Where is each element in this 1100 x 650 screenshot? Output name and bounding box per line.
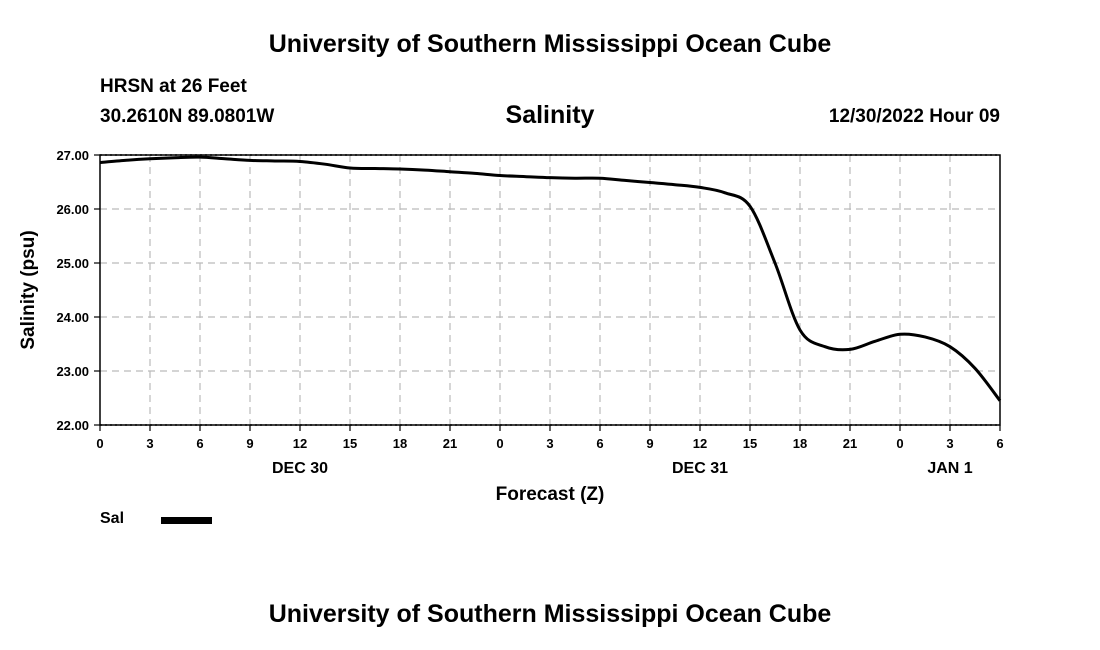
- series-line-sal: [99, 155, 1002, 402]
- y-tick-label: 26.00: [56, 202, 89, 217]
- x-tick-label: 21: [443, 436, 457, 451]
- x-tick-label: 9: [246, 436, 253, 451]
- x-tick-label: 12: [693, 436, 707, 451]
- y-tick-label: 23.00: [56, 364, 89, 379]
- x-tick-label: 3: [146, 436, 153, 451]
- series-layer: [99, 155, 1002, 402]
- page-title: University of Southern Mississippi Ocean…: [268, 30, 832, 58]
- day-label: DEC 30: [272, 460, 328, 477]
- footer-title: University of Southern Mississippi Ocean…: [268, 600, 832, 628]
- x-tick-label: 0: [96, 436, 103, 451]
- x-tick-label: 0: [496, 436, 503, 451]
- x-tick-label: 18: [393, 436, 407, 451]
- chart-title: Salinity: [505, 101, 595, 129]
- day-label: DEC 31: [672, 460, 728, 477]
- x-tick-label: 15: [743, 436, 757, 451]
- x-tick-label: 3: [546, 436, 553, 451]
- x-tick-label: 15: [343, 436, 357, 451]
- x-tick-label: 9: [646, 436, 653, 451]
- legend-swatch: [161, 517, 212, 524]
- x-tick-label: 0: [896, 436, 903, 451]
- x-tick-label: 6: [996, 436, 1003, 451]
- forecast-datetime: 12/30/2022 Hour 09: [828, 106, 1000, 127]
- x-tick-label: 18: [793, 436, 807, 451]
- y-tick-label: 27.00: [56, 148, 89, 163]
- y-axis-title: Salinity (psu): [18, 230, 39, 349]
- x-tick-label: 12: [293, 436, 307, 451]
- y-tick-label: 22.00: [56, 418, 89, 433]
- x-tick-label: 3: [946, 436, 953, 451]
- day-label: JAN 1: [927, 460, 972, 477]
- x-tick-label: 21: [843, 436, 857, 451]
- x-tick-label: 6: [196, 436, 203, 451]
- legend-label: Sal: [100, 510, 125, 527]
- station-label: HRSN at 26 Feet: [100, 76, 247, 97]
- ticks: 0 3 6 9 12 15 18 21 0 3 6 9 12 15 18 21 0 3 6 22.00 23.00 24.…: [56, 148, 1003, 477]
- station-coordinates: 30.2610N 89.0801W: [100, 106, 275, 127]
- x-axis-title: Forecast (Z): [496, 484, 605, 505]
- x-tick-label: 6: [596, 436, 603, 451]
- y-tick-label: 25.00: [56, 256, 89, 271]
- y-tick-label: 24.00: [56, 310, 89, 325]
- grid: [100, 154, 1000, 426]
